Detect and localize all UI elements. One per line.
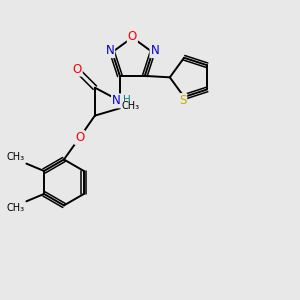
- Text: H: H: [123, 95, 131, 105]
- Text: N: N: [151, 44, 159, 57]
- Text: N: N: [112, 94, 121, 107]
- Text: O: O: [73, 63, 82, 76]
- Text: N: N: [106, 44, 114, 57]
- Text: O: O: [128, 30, 137, 43]
- Text: S: S: [179, 94, 186, 107]
- Text: CH₃: CH₃: [7, 152, 25, 162]
- Text: O: O: [75, 131, 84, 144]
- Text: CH₃: CH₃: [7, 203, 25, 213]
- Text: CH₃: CH₃: [122, 101, 140, 111]
